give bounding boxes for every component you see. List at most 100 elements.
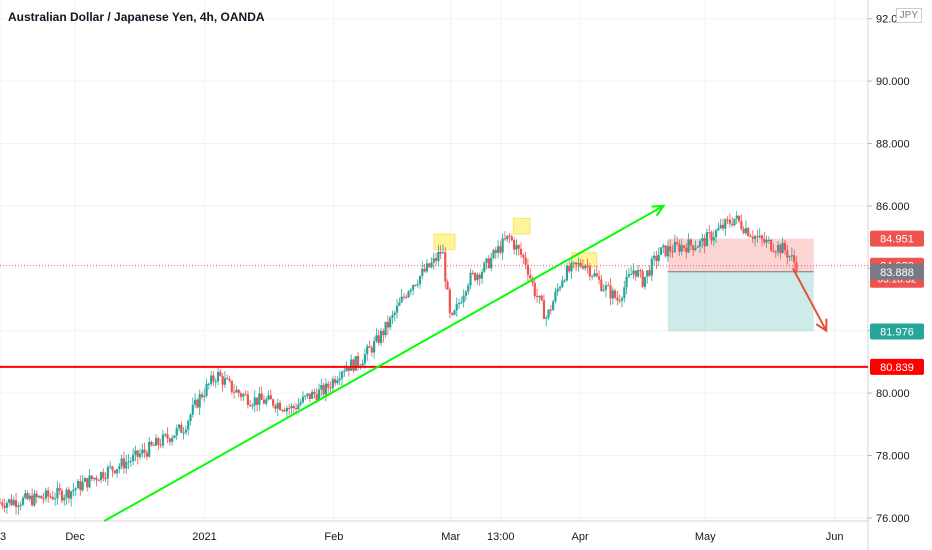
candle-body xyxy=(386,321,389,328)
candle-body xyxy=(173,435,176,439)
candle-body xyxy=(311,391,314,399)
candle-body xyxy=(639,270,642,272)
candle-body xyxy=(515,245,518,250)
candle-body xyxy=(786,250,789,258)
candle-body xyxy=(281,409,284,411)
candle-body xyxy=(198,394,201,408)
candle-body xyxy=(113,470,116,474)
candle-body xyxy=(719,224,722,229)
candle-body xyxy=(269,395,272,400)
candle-body xyxy=(159,444,162,446)
candle-body xyxy=(659,247,663,255)
x-tick-label: Apr xyxy=(571,531,588,543)
candle-body xyxy=(283,410,286,412)
candle-body xyxy=(474,273,477,281)
candle-body xyxy=(363,354,367,364)
candle-body xyxy=(760,235,764,240)
candle-body xyxy=(102,472,105,479)
candle-body xyxy=(464,291,468,296)
candle-body xyxy=(694,247,697,251)
candle-body xyxy=(733,218,736,226)
candle-body xyxy=(664,245,667,257)
candle-body xyxy=(166,434,169,439)
candle-body xyxy=(754,236,757,239)
candle-body xyxy=(770,240,773,251)
candle-body xyxy=(749,235,752,237)
candle-body xyxy=(407,291,410,298)
candle-body xyxy=(476,274,479,281)
candle-body xyxy=(0,502,2,504)
candle-body xyxy=(389,317,392,328)
candle-body xyxy=(423,268,426,272)
candle-body xyxy=(793,255,796,263)
candle-body xyxy=(735,215,738,219)
candle-body xyxy=(90,475,93,479)
candle-body xyxy=(595,273,598,277)
candle-body xyxy=(756,236,759,238)
candle-body xyxy=(602,289,605,291)
candle-body xyxy=(366,346,369,355)
candle-body xyxy=(779,244,782,254)
candle-body xyxy=(148,441,151,457)
candle-body xyxy=(340,371,344,379)
candle-body xyxy=(306,393,309,396)
candle-body xyxy=(329,387,332,389)
candle-body xyxy=(152,444,155,446)
candle-body xyxy=(180,424,183,433)
candle-body xyxy=(758,235,761,238)
candle-body xyxy=(258,393,261,405)
candle-body xyxy=(591,275,594,277)
candle-body xyxy=(122,458,126,469)
candle-body xyxy=(513,240,516,250)
candle-body xyxy=(657,254,660,262)
candle-body xyxy=(33,493,36,506)
candle-body xyxy=(783,242,787,251)
candle-body xyxy=(219,371,222,376)
candle-body xyxy=(239,393,243,397)
candle-body xyxy=(182,432,185,434)
candle-body xyxy=(350,359,353,371)
candle-body xyxy=(400,296,403,303)
candle-body xyxy=(648,270,651,276)
currency-badge[interactable]: JPY xyxy=(895,8,922,23)
candle-body xyxy=(336,380,339,384)
candle-body xyxy=(47,490,50,497)
candle-body xyxy=(315,394,318,401)
candle-body xyxy=(235,389,238,393)
candle-body xyxy=(490,257,493,269)
candle-body xyxy=(698,240,702,247)
candle-body xyxy=(726,219,729,221)
candle-body xyxy=(574,262,578,265)
price-tag-label: 81.976 xyxy=(880,326,914,338)
candle-body xyxy=(171,438,174,442)
candle-body xyxy=(196,399,199,408)
candle-body xyxy=(772,250,775,252)
candle-body xyxy=(58,488,61,491)
candle-body xyxy=(687,239,690,253)
candle-body xyxy=(141,449,144,454)
candle-body xyxy=(237,389,240,394)
candle-body xyxy=(414,285,417,287)
candle-body xyxy=(74,488,77,490)
candle-body xyxy=(265,399,268,404)
candle-body xyxy=(327,383,330,388)
candle-body xyxy=(742,228,745,234)
candle-body xyxy=(554,291,557,302)
candle-body xyxy=(352,359,355,371)
candle-body xyxy=(441,252,445,254)
candle-body xyxy=(588,266,591,277)
candle-body xyxy=(216,371,220,382)
candle-body xyxy=(503,238,507,240)
candle-body xyxy=(242,394,245,397)
candle-body xyxy=(405,296,408,298)
candle-body xyxy=(675,242,679,244)
candle-body xyxy=(129,461,132,463)
candle-body xyxy=(710,232,713,241)
candle-body xyxy=(485,258,488,263)
candle-body xyxy=(506,235,509,240)
candle-body xyxy=(666,246,670,257)
x-tick-label: May xyxy=(695,531,716,543)
candle-body xyxy=(597,276,601,280)
candle-body xyxy=(373,341,376,353)
